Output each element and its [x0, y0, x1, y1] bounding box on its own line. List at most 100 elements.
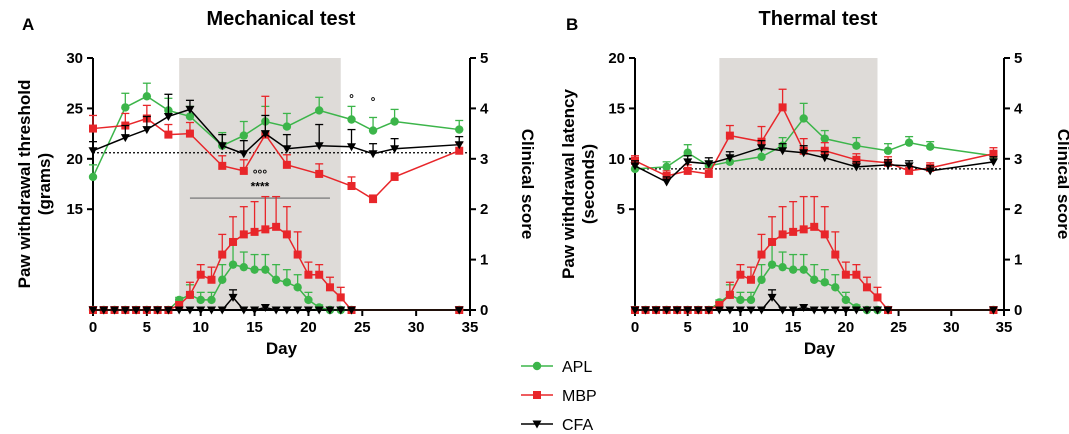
data-point	[757, 306, 767, 315]
data-point	[683, 166, 692, 175]
data-point	[390, 117, 399, 126]
data-point	[303, 306, 313, 315]
data-point	[293, 306, 303, 315]
x-tick-label: 20	[300, 319, 317, 336]
x-tick-label: 25	[890, 319, 907, 336]
panel-letter-a: A	[22, 15, 34, 34]
data-point	[185, 290, 194, 299]
data-point	[163, 112, 173, 121]
x-tick-label: 30	[408, 319, 425, 336]
data-point	[651, 306, 661, 315]
right-y-tick-label: 3	[480, 151, 488, 168]
left-y-tick-label: 5	[617, 201, 625, 218]
data-point	[347, 143, 357, 152]
data-point	[304, 270, 313, 279]
data-point	[239, 150, 249, 159]
data-point	[851, 163, 861, 172]
data-point	[662, 162, 671, 172]
data-point	[810, 222, 819, 231]
x-tick-label: 35	[996, 319, 1013, 336]
data-point	[185, 306, 195, 315]
data-point	[293, 283, 302, 292]
data-point	[820, 146, 829, 155]
right-y-tick-label: 0	[480, 302, 488, 319]
right-y-tick-label: 5	[1014, 50, 1022, 67]
data-point	[336, 293, 345, 302]
data-point	[725, 154, 735, 163]
data-point	[185, 105, 195, 114]
data-point	[735, 306, 745, 315]
legend-item-cfa: CFA	[521, 417, 593, 434]
data-point	[207, 295, 216, 305]
data-point	[368, 126, 378, 135]
data-point	[778, 147, 788, 156]
legend-label: MBP	[562, 388, 597, 405]
data-point	[206, 306, 216, 315]
data-point	[672, 306, 682, 315]
data-point	[261, 225, 270, 234]
data-point	[788, 306, 798, 315]
legend-marker	[533, 391, 541, 399]
left-y-tick-label: 25	[66, 100, 83, 117]
x-tick-label: 15	[785, 319, 802, 336]
data-point	[872, 306, 882, 315]
x-axis-title: Day	[804, 339, 836, 358]
data-point	[174, 306, 184, 315]
left-y-axis-title: Paw withdrawal latency	[559, 89, 578, 279]
data-point	[852, 155, 861, 164]
data-point	[455, 146, 464, 155]
data-point	[778, 230, 787, 239]
data-point	[799, 114, 808, 123]
right-y-axis-title: Clinical score	[1054, 129, 1069, 240]
data-point	[315, 169, 324, 178]
data-point	[820, 278, 829, 287]
data-point	[873, 293, 882, 302]
data-point	[239, 262, 248, 272]
data-point	[767, 293, 777, 302]
x-tick-label: 10	[732, 319, 749, 336]
data-point	[261, 265, 270, 274]
left-y-tick-label: 20	[608, 50, 625, 67]
x-tick-label: 20	[838, 319, 855, 336]
data-point	[250, 227, 259, 236]
data-point	[229, 237, 238, 246]
data-point	[725, 131, 734, 140]
data-point	[746, 306, 756, 315]
x-axis-title: Day	[266, 339, 298, 358]
data-point	[196, 270, 205, 279]
legend-label: APL	[562, 359, 592, 376]
data-point	[207, 275, 216, 284]
data-point	[926, 142, 935, 151]
data-point	[185, 129, 194, 138]
data-point	[778, 262, 787, 272]
data-point	[883, 146, 893, 155]
data-point	[142, 306, 152, 315]
data-point	[315, 270, 324, 279]
data-point	[799, 225, 808, 234]
data-point	[905, 166, 914, 175]
x-tick-label: 25	[354, 319, 371, 336]
data-point	[630, 162, 640, 171]
data-point	[163, 306, 173, 315]
data-point	[99, 306, 109, 315]
data-point	[390, 172, 399, 181]
data-point	[455, 125, 464, 134]
data-point	[88, 306, 98, 315]
chart-title-mechanical: Mechanical test	[207, 8, 356, 30]
data-point	[757, 144, 767, 153]
data-point	[239, 306, 249, 315]
data-point	[725, 290, 734, 299]
left-y-tick-label: 20	[66, 151, 83, 168]
left-y-tick-label: 10	[608, 151, 625, 168]
left-y-tick-label: 30	[66, 50, 83, 67]
data-point	[820, 134, 829, 143]
data-point	[218, 275, 227, 284]
data-point	[272, 222, 281, 231]
data-point	[325, 306, 335, 315]
data-point	[851, 306, 861, 315]
data-point	[883, 306, 893, 315]
data-point	[704, 160, 714, 169]
data-point	[831, 250, 840, 259]
score-series-cfa	[88, 289, 464, 315]
